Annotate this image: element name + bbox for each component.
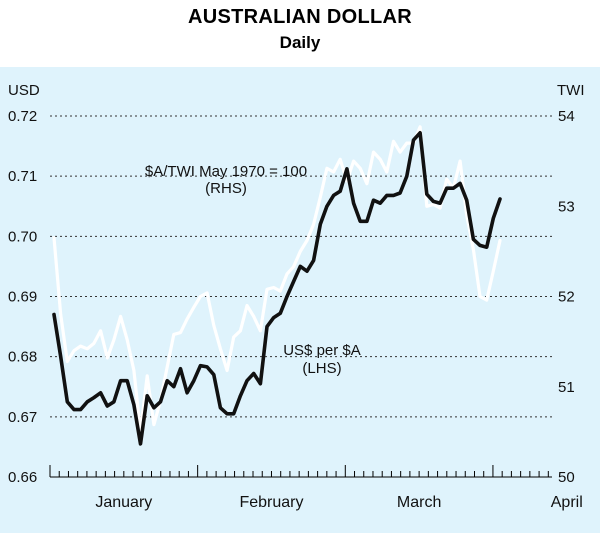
x-tick-labels: January February March April xyxy=(95,494,582,511)
annotation-usd-line1: US$ per $A xyxy=(283,342,361,359)
x-tick-label: February xyxy=(239,494,303,511)
right-tick-label: 52 xyxy=(558,289,575,306)
right-tick-label: 53 xyxy=(558,198,575,215)
x-tick-label: April xyxy=(551,494,583,511)
annotation-twi-line2: (RHS) xyxy=(205,180,247,197)
x-tick-label: January xyxy=(95,494,152,511)
x-tick-label: March xyxy=(397,494,441,511)
series-lines xyxy=(52,125,502,446)
right-tick-labels: 54 53 52 51 50 xyxy=(558,108,575,486)
chart-title: AUSTRALIAN DOLLAR xyxy=(188,6,412,28)
chart-background xyxy=(0,67,600,533)
gridlines xyxy=(50,115,552,418)
left-tick-labels: 0.72 0.71 0.70 0.69 0.68 0.67 0.66 xyxy=(8,108,37,486)
left-axis-label: USD xyxy=(8,82,40,99)
left-tick-label: 0.67 xyxy=(8,409,37,426)
left-tick-label: 0.70 xyxy=(8,228,37,245)
left-tick-label: 0.72 xyxy=(8,108,37,125)
left-tick-label: 0.68 xyxy=(8,349,37,366)
right-tick-label: 51 xyxy=(558,379,575,396)
right-tick-label: 50 xyxy=(558,469,575,486)
series-line-usd xyxy=(52,131,502,446)
x-ticks xyxy=(49,465,549,477)
annotation-usd-line2: (LHS) xyxy=(302,360,341,377)
left-tick-label: 0.69 xyxy=(8,289,37,306)
annotation-twi-line1: $A/TWI May 1970 = 100 xyxy=(145,163,307,180)
left-tick-label: 0.71 xyxy=(8,168,37,185)
chart-subtitle: Daily xyxy=(279,33,321,52)
left-tick-label: 0.66 xyxy=(8,469,37,486)
right-axis-label: TWI xyxy=(557,82,585,99)
right-tick-label: 54 xyxy=(558,108,575,125)
